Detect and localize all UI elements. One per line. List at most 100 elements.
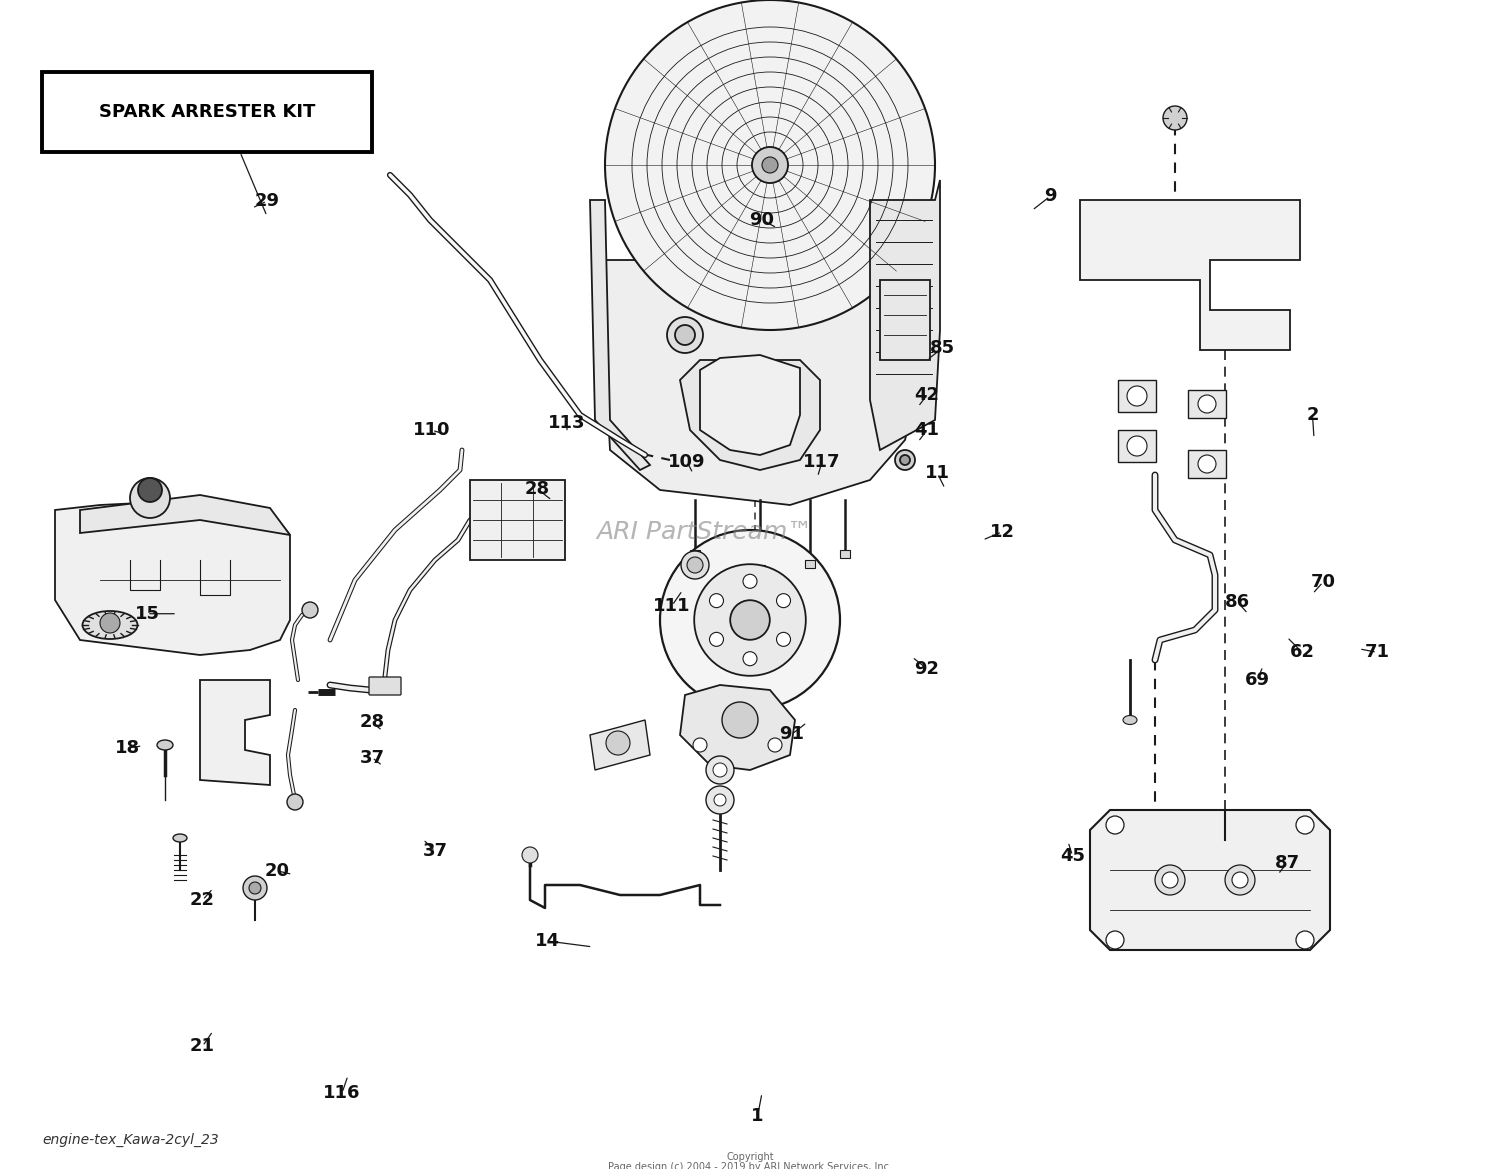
Polygon shape	[56, 500, 290, 655]
Ellipse shape	[158, 740, 172, 750]
Text: 117: 117	[804, 452, 842, 471]
Circle shape	[710, 594, 723, 608]
Text: 18: 18	[116, 739, 140, 758]
Circle shape	[249, 881, 261, 894]
FancyBboxPatch shape	[1118, 380, 1156, 411]
Text: 2: 2	[1306, 406, 1318, 424]
Circle shape	[1162, 106, 1186, 130]
Circle shape	[706, 756, 734, 784]
Polygon shape	[1090, 810, 1330, 950]
Ellipse shape	[1124, 715, 1137, 725]
Text: 69: 69	[1245, 671, 1269, 690]
Text: 92: 92	[915, 659, 939, 678]
Text: 9: 9	[1044, 187, 1056, 206]
Polygon shape	[700, 355, 800, 455]
Text: 22: 22	[190, 891, 214, 909]
Text: ARI PartStream™: ARI PartStream™	[597, 520, 813, 544]
Circle shape	[706, 786, 734, 814]
Text: 62: 62	[1290, 643, 1314, 662]
Polygon shape	[1080, 200, 1300, 350]
Polygon shape	[680, 685, 795, 770]
Text: 28: 28	[525, 479, 549, 498]
Text: 14: 14	[536, 932, 560, 950]
Circle shape	[687, 556, 703, 573]
Circle shape	[777, 632, 790, 646]
Circle shape	[100, 613, 120, 632]
Circle shape	[130, 478, 170, 518]
Polygon shape	[200, 680, 270, 786]
FancyBboxPatch shape	[690, 549, 700, 558]
FancyBboxPatch shape	[754, 565, 765, 573]
Polygon shape	[600, 260, 930, 505]
FancyBboxPatch shape	[1188, 450, 1225, 478]
Text: 15: 15	[135, 604, 159, 623]
Circle shape	[714, 794, 726, 805]
Text: SPARK ARRESTER KIT: SPARK ARRESTER KIT	[99, 103, 315, 122]
Circle shape	[762, 157, 778, 173]
Circle shape	[243, 876, 267, 900]
Text: 11: 11	[926, 464, 950, 483]
Text: 113: 113	[549, 414, 585, 433]
Circle shape	[1126, 386, 1148, 406]
Circle shape	[1126, 436, 1148, 456]
Circle shape	[742, 651, 758, 665]
Circle shape	[742, 574, 758, 588]
Text: 91: 91	[780, 725, 804, 743]
Circle shape	[1232, 872, 1248, 888]
Circle shape	[675, 325, 694, 345]
Circle shape	[1296, 816, 1314, 833]
Text: 45: 45	[1060, 846, 1084, 865]
Polygon shape	[590, 200, 650, 470]
Circle shape	[522, 848, 538, 863]
Polygon shape	[80, 494, 290, 535]
FancyBboxPatch shape	[840, 549, 850, 558]
Circle shape	[730, 600, 770, 639]
Text: 20: 20	[266, 862, 290, 880]
Circle shape	[286, 794, 303, 810]
Polygon shape	[870, 180, 940, 450]
Text: 85: 85	[930, 339, 954, 358]
Polygon shape	[590, 720, 650, 770]
FancyBboxPatch shape	[880, 281, 930, 360]
Circle shape	[768, 738, 782, 752]
Circle shape	[1106, 931, 1124, 949]
Ellipse shape	[82, 611, 138, 639]
Text: Copyright: Copyright	[726, 1153, 774, 1162]
Text: 29: 29	[255, 192, 279, 210]
Circle shape	[693, 738, 706, 752]
Circle shape	[722, 703, 758, 738]
Circle shape	[777, 594, 790, 608]
FancyBboxPatch shape	[806, 560, 814, 568]
Text: engine-tex_Kawa-2cyl_23: engine-tex_Kawa-2cyl_23	[42, 1133, 219, 1147]
Text: 37: 37	[360, 748, 384, 767]
Polygon shape	[680, 360, 820, 470]
Circle shape	[660, 530, 840, 710]
Text: 110: 110	[413, 421, 450, 440]
Text: 21: 21	[190, 1037, 214, 1056]
Text: 116: 116	[324, 1084, 360, 1102]
Circle shape	[302, 602, 318, 618]
Circle shape	[1106, 816, 1124, 833]
Circle shape	[1198, 455, 1216, 473]
Circle shape	[752, 147, 788, 184]
Circle shape	[668, 317, 704, 353]
Text: 12: 12	[990, 523, 1014, 541]
FancyBboxPatch shape	[369, 677, 400, 696]
Circle shape	[1198, 395, 1216, 413]
Circle shape	[1155, 865, 1185, 895]
FancyBboxPatch shape	[1118, 430, 1156, 462]
Text: 70: 70	[1311, 573, 1335, 592]
Text: 90: 90	[750, 210, 774, 229]
FancyBboxPatch shape	[1188, 390, 1225, 419]
Text: 28: 28	[360, 713, 384, 732]
Circle shape	[900, 455, 910, 465]
Text: 87: 87	[1275, 853, 1299, 872]
Circle shape	[896, 450, 915, 470]
Text: 1: 1	[752, 1107, 764, 1126]
Ellipse shape	[172, 833, 188, 842]
Text: ARI PartStream™: ARI PartStream™	[597, 520, 813, 544]
Circle shape	[1162, 872, 1178, 888]
Text: 111: 111	[654, 596, 690, 615]
Text: 41: 41	[915, 421, 939, 440]
Circle shape	[606, 731, 630, 755]
